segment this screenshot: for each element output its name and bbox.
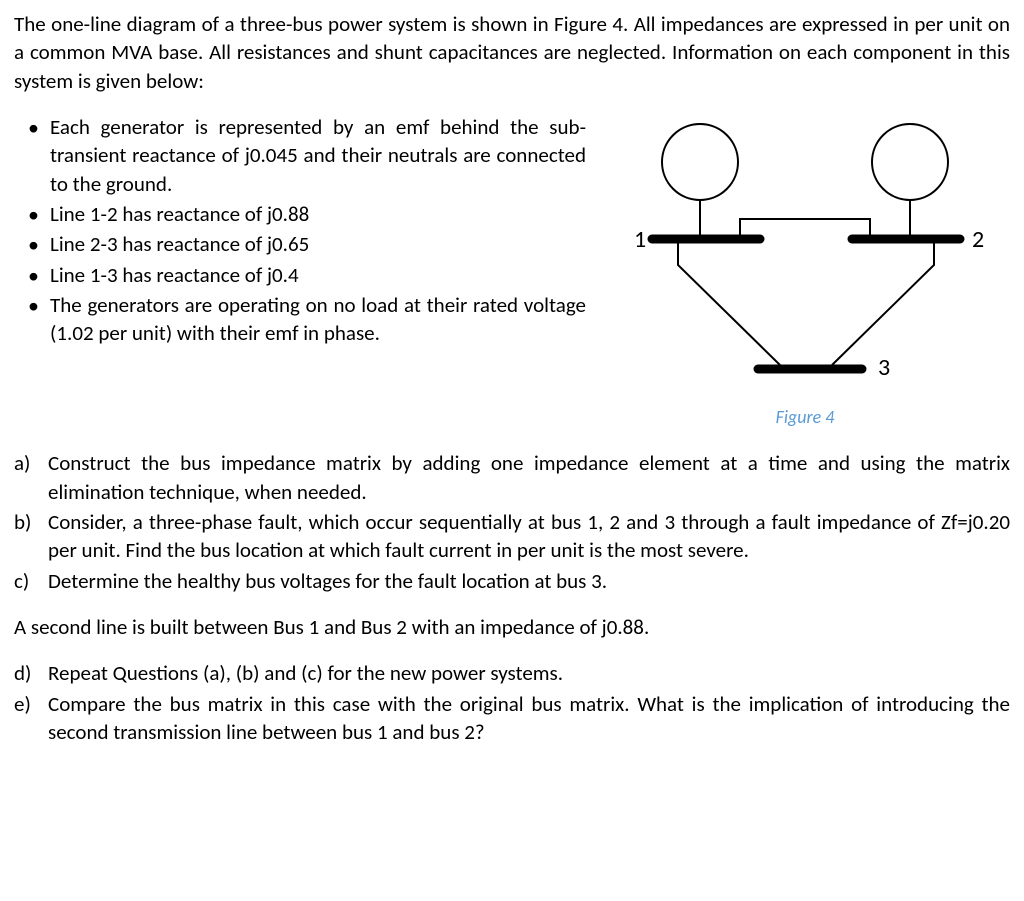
questions-list-top: a) Construct the bus impedance matrix by … bbox=[14, 449, 1010, 595]
bullet-item: The generators are operating on no load … bbox=[50, 291, 586, 348]
figure-caption: Figure 4 bbox=[600, 405, 1010, 429]
questions-list-bottom: d) Repeat Questions (a), (b) and (c) for … bbox=[14, 659, 1010, 746]
question-c: c)Determine the healthy bus voltages for… bbox=[48, 567, 1010, 595]
question-marker: d) bbox=[14, 659, 31, 687]
question-text: Repeat Questions (a), (b) and (c) for th… bbox=[48, 660, 563, 686]
line-1-2 bbox=[740, 219, 870, 235]
bullet-list-column: Each generator is represented by an emf … bbox=[14, 113, 586, 429]
second-line-paragraph: A second line is built between Bus 1 and… bbox=[14, 613, 1010, 641]
question-marker: a) bbox=[14, 449, 30, 477]
question-marker: c) bbox=[14, 567, 29, 595]
line-2-3 bbox=[832, 243, 934, 365]
bullet-item: Each generator is represented by an emf … bbox=[50, 113, 586, 198]
generator-1-icon bbox=[662, 124, 738, 200]
question-text: Consider, a three-phase fault, which occ… bbox=[48, 509, 1010, 563]
bus-3-label: 3 bbox=[878, 353, 890, 382]
intro-paragraph: The one-line diagram of a three-bus powe… bbox=[14, 10, 1010, 95]
question-text: Construct the bus impedance matrix by ad… bbox=[48, 450, 1010, 504]
bus-2-label: 2 bbox=[972, 225, 984, 254]
question-e: e)Compare the bus matrix in this case wi… bbox=[48, 690, 1010, 747]
question-marker: e) bbox=[14, 690, 31, 718]
question-d: d)Repeat Questions (a), (b) and (c) for … bbox=[48, 659, 1010, 687]
content-row: Each generator is represented by an emf … bbox=[14, 113, 1010, 429]
question-b: b)Consider, a three-phase fault, which o… bbox=[48, 508, 1010, 565]
component-bullet-list: Each generator is represented by an emf … bbox=[14, 113, 586, 348]
line-1-3 bbox=[678, 243, 780, 365]
bullet-item: Line 1-3 has reactance of j0.4 bbox=[50, 261, 586, 289]
question-a: a)Construct the bus impedance matrix by … bbox=[48, 449, 1010, 506]
figure-column: 1 2 3 Figure 4 bbox=[600, 113, 1010, 429]
question-marker: b) bbox=[14, 508, 31, 536]
question-text: Compare the bus matrix in this case with… bbox=[48, 691, 1010, 745]
one-line-diagram: 1 2 3 bbox=[600, 117, 1010, 407]
bus-1-label: 1 bbox=[634, 225, 646, 254]
generator-2-icon bbox=[872, 124, 948, 200]
question-text: Determine the healthy bus voltages for t… bbox=[48, 568, 607, 594]
bullet-item: Line 1-2 has reactance of j0.88 bbox=[50, 200, 586, 228]
bullet-item: Line 2-3 has reactance of j0.65 bbox=[50, 230, 586, 258]
